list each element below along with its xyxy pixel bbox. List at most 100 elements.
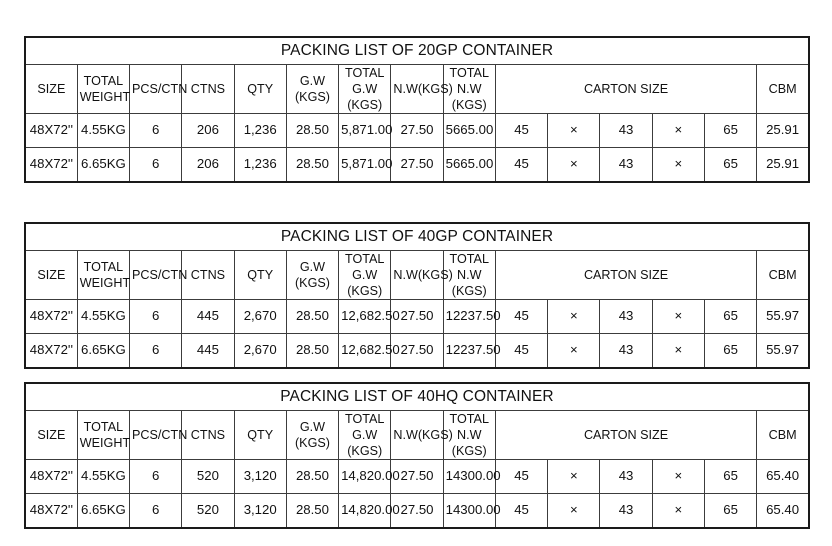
cell-total-weight: 6.65KG bbox=[76, 147, 131, 183]
column-header-carton-size: CARTON SIZE bbox=[494, 249, 758, 301]
column-header-gw: G.W (KGS) bbox=[285, 249, 340, 301]
column-header-ctns: CTNS bbox=[181, 63, 235, 115]
table-title-row: PACKING LIST OF 20GP CONTAINER bbox=[24, 36, 810, 65]
cell-size: 48X72'' bbox=[24, 459, 78, 495]
cell-carton-width: 43 bbox=[599, 333, 653, 369]
multiply-symbol-2: × bbox=[651, 147, 705, 183]
column-header-total-weight: TOTAL WEIGHT bbox=[76, 249, 130, 301]
packing-list-table-20gp: PACKING LIST OF 20GP CONTAINER SIZE TOTA… bbox=[24, 36, 810, 184]
cell-nw: 27.50 bbox=[390, 147, 444, 183]
cell-total-gw: 12,682.50 bbox=[338, 333, 400, 369]
cell-carton-height: 65 bbox=[703, 459, 758, 495]
table-title: PACKING LIST OF 40HQ CONTAINER bbox=[24, 382, 810, 411]
table-header-row: SIZE TOTAL WEIGHT PCS/CTN CTNS QTY G.W (… bbox=[24, 249, 810, 301]
multiply-symbol-1: × bbox=[547, 299, 601, 335]
multiply-symbol-1: × bbox=[547, 493, 601, 529]
column-header-cbm: CBM bbox=[756, 249, 810, 301]
cell-cbm: 25.91 bbox=[756, 113, 810, 149]
column-header-total-weight-line1: TOTAL bbox=[83, 420, 124, 435]
column-header-carton-size: CARTON SIZE bbox=[494, 63, 758, 115]
column-header-pcs-per-ctn: PCS/CTN bbox=[129, 249, 187, 301]
cell-qty: 1,236 bbox=[233, 113, 287, 149]
column-header-ctns: CTNS bbox=[181, 249, 235, 301]
cell-ctns: 206 bbox=[181, 113, 235, 149]
multiply-symbol-1: × bbox=[547, 333, 601, 369]
cell-carton-height: 65 bbox=[703, 147, 758, 183]
cell-carton-length: 45 bbox=[494, 333, 549, 369]
column-header-qty: QTY bbox=[233, 249, 287, 301]
column-header-total-weight-line1: TOTAL bbox=[83, 74, 124, 89]
column-header-total-weight: TOTAL WEIGHT bbox=[76, 63, 130, 115]
table-row: 48X72'' 6.65KG 6 206 1,236 28.50 5,871.0… bbox=[24, 147, 810, 183]
column-header-carton-size: CARTON SIZE bbox=[494, 409, 758, 461]
cell-total-weight: 4.55KG bbox=[76, 113, 131, 149]
column-header-cbm: CBM bbox=[756, 63, 810, 115]
column-header-size: SIZE bbox=[24, 409, 78, 461]
multiply-symbol-1: × bbox=[547, 113, 601, 149]
cell-gw: 28.50 bbox=[285, 493, 340, 529]
cell-carton-length: 45 bbox=[494, 299, 549, 335]
table-title-row: PACKING LIST OF 40HQ CONTAINER bbox=[24, 382, 810, 411]
cell-total-nw: 12237.50 bbox=[442, 333, 501, 369]
column-header-total-gw-line1: TOTAL G.W bbox=[345, 252, 385, 283]
cell-total-weight: 6.65KG bbox=[76, 333, 131, 369]
cell-qty: 3,120 bbox=[233, 493, 287, 529]
cell-total-gw: 5,871.00 bbox=[338, 113, 392, 149]
cell-size: 48X72'' bbox=[24, 147, 78, 183]
column-header-nw: N.W(KGS) bbox=[390, 249, 453, 301]
cell-carton-length: 45 bbox=[494, 113, 549, 149]
cell-size: 48X72'' bbox=[24, 113, 78, 149]
column-header-gw-line1: G.W bbox=[299, 260, 326, 275]
cell-ctns: 520 bbox=[181, 493, 235, 529]
cell-nw: 27.50 bbox=[390, 459, 444, 495]
column-header-gw-line2: (KGS) bbox=[294, 90, 330, 105]
column-header-gw-line2: (KGS) bbox=[294, 276, 330, 291]
cell-carton-length: 45 bbox=[494, 147, 549, 183]
cell-cbm: 55.97 bbox=[756, 333, 810, 369]
cell-carton-width: 43 bbox=[599, 147, 653, 183]
cell-carton-width: 43 bbox=[599, 459, 653, 495]
column-header-gw-line1: G.W bbox=[299, 74, 326, 89]
cell-pcs-per-ctn: 6 bbox=[129, 113, 183, 149]
cell-qty: 2,670 bbox=[233, 333, 287, 369]
column-header-total-nw-line2: (KGS) bbox=[451, 284, 487, 299]
cell-carton-width: 43 bbox=[599, 113, 653, 149]
column-header-total-weight-line1: TOTAL bbox=[83, 260, 124, 275]
cell-pcs-per-ctn: 6 bbox=[129, 493, 183, 529]
column-header-gw: G.W (KGS) bbox=[285, 409, 340, 461]
column-header-nw: N.W(KGS) bbox=[390, 409, 453, 461]
column-header-total-nw: TOTAL N.W (KGS) bbox=[442, 409, 496, 461]
column-header-total-nw-line1: TOTAL N.W bbox=[449, 252, 489, 283]
column-header-total-gw-line1: TOTAL G.W bbox=[345, 66, 385, 97]
cell-pcs-per-ctn: 6 bbox=[129, 333, 183, 369]
cell-qty: 2,670 bbox=[233, 299, 287, 335]
cell-ctns: 206 bbox=[181, 147, 235, 183]
multiply-symbol-1: × bbox=[547, 459, 601, 495]
multiply-symbol-2: × bbox=[651, 459, 705, 495]
cell-gw: 28.50 bbox=[285, 459, 340, 495]
multiply-symbol-2: × bbox=[651, 113, 705, 149]
table-row: 48X72'' 6.65KG 6 445 2,670 28.50 12,682.… bbox=[24, 333, 810, 369]
cell-ctns: 445 bbox=[181, 333, 235, 369]
column-header-total-gw-line2: (KGS) bbox=[347, 284, 383, 299]
cell-total-weight: 6.65KG bbox=[76, 493, 131, 529]
table-title-row: PACKING LIST OF 40GP CONTAINER bbox=[24, 222, 810, 251]
packing-list-table-40hq: PACKING LIST OF 40HQ CONTAINER SIZE TOTA… bbox=[24, 382, 810, 530]
multiply-symbol-1: × bbox=[547, 147, 601, 183]
column-header-total-nw-line1: TOTAL N.W bbox=[449, 412, 489, 443]
column-header-gw-line2: (KGS) bbox=[294, 436, 330, 451]
column-header-size: SIZE bbox=[24, 249, 78, 301]
cell-carton-width: 43 bbox=[599, 299, 653, 335]
column-header-nw: N.W(KGS) bbox=[390, 63, 453, 115]
column-header-total-gw-line2: (KGS) bbox=[347, 444, 383, 459]
cell-total-gw: 14,820.00 bbox=[338, 459, 400, 495]
cell-ctns: 445 bbox=[181, 299, 235, 335]
column-header-total-nw: TOTAL N.W (KGS) bbox=[442, 249, 496, 301]
cell-qty: 1,236 bbox=[233, 147, 287, 183]
cell-total-weight: 4.55KG bbox=[76, 459, 131, 495]
cell-nw: 27.50 bbox=[390, 333, 444, 369]
cell-size: 48X72'' bbox=[24, 333, 78, 369]
cell-total-gw: 5,871.00 bbox=[338, 147, 392, 183]
cell-total-nw: 14300.00 bbox=[442, 459, 501, 495]
column-header-total-gw: TOTAL G.W (KGS) bbox=[338, 249, 392, 301]
